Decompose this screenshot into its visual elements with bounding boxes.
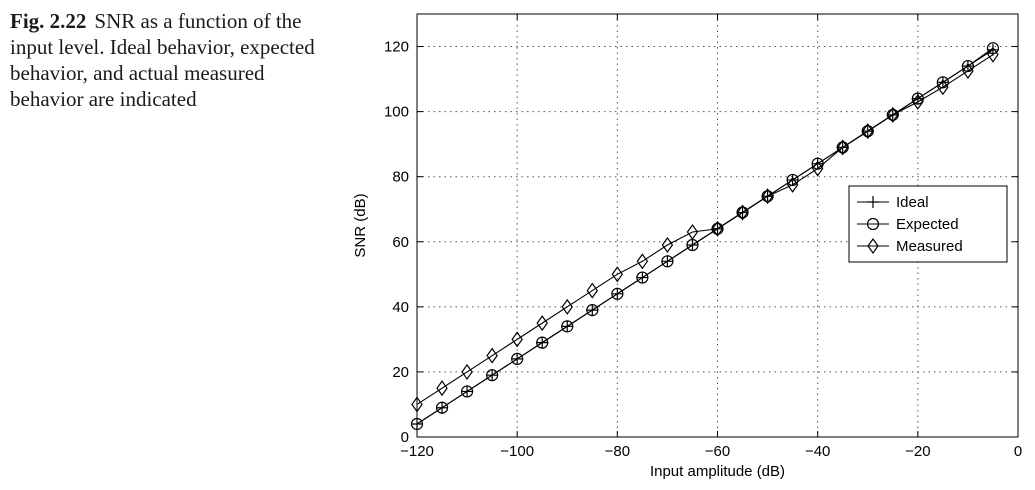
measured-point [661,236,674,254]
legend-label: Expected [896,216,959,233]
measured-point [486,347,498,364]
grid [417,14,1018,437]
expected-point [561,320,574,333]
x-axis-label: Input amplitude (dB) [650,463,785,480]
x-tick-label: −120 [400,443,434,460]
measured-point [536,315,548,332]
legend: Ideal Expected Measured [848,185,1008,263]
expected-point [460,385,474,398]
x-tick-label: −20 [905,443,930,460]
measured-point [811,160,824,177]
measured-point [711,220,724,237]
measured-point [962,62,974,79]
legend-label: Ideal [896,194,929,211]
series-measured [411,46,999,413]
measured-point [561,298,573,315]
measured-point [987,46,999,63]
y-tick-label: 0 [401,429,409,446]
measured-point [862,123,874,140]
expected-point [410,417,424,431]
y-tick-label: 20 [392,364,409,381]
expected-point [661,255,674,268]
x-tick-label: −100 [500,443,534,460]
legend-item-expected: Expected [857,216,959,233]
x-tick-label: 0 [1014,443,1022,460]
figure-label: Fig. 2.22 [10,9,87,33]
y-axis-label: SNR (dB) [352,193,369,257]
figure-caption-text: SNR as a function of the input level. Id… [10,9,315,111]
measured-point [611,266,624,283]
measured-point [686,223,699,241]
expected-point [586,304,599,317]
measured-point [836,139,849,156]
ideal-point [411,417,423,430]
measured-point [887,106,899,123]
measured-point [786,176,799,193]
figure-caption: Fig. 2.22 SNR as a function of the input … [10,8,340,112]
measured-point [436,380,448,397]
measured-point [586,282,599,299]
legend-item-measured: Measured [857,237,963,255]
x-tick-label: −40 [805,443,830,460]
measured-point [411,396,423,413]
axis-ticks: −120 −100 −80 −60 −40 −20 0 0 20 40 60 80 100 120 [384,14,1022,460]
measured-point [912,93,924,110]
y-tick-label: 120 [384,39,409,56]
expected-point [511,352,524,366]
legend-item-ideal: Ideal [857,194,929,211]
measured-point [511,331,523,348]
expected-point [636,271,649,284]
x-tick-label: −80 [605,443,630,460]
expected-point [536,336,549,349]
expected-point [435,401,449,414]
measured-point [461,363,473,380]
measured-point [736,204,749,221]
measured-point [937,79,949,96]
legend-marker [867,237,879,255]
expected-point [786,173,799,187]
y-tick-label: 40 [392,299,409,316]
legend-label: Measured [896,238,963,255]
series-group [410,42,1000,431]
y-tick-label: 100 [384,104,409,121]
measured-point [636,253,649,270]
legend-marker [866,217,880,231]
expected-point [611,287,624,300]
measured-point [761,188,774,205]
y-tick-label: 80 [392,169,409,186]
y-tick-label: 60 [392,234,409,251]
x-tick-label: −60 [705,443,730,460]
legend-marker [867,196,879,208]
expected-point [486,369,499,382]
expected-point [986,42,1000,55]
